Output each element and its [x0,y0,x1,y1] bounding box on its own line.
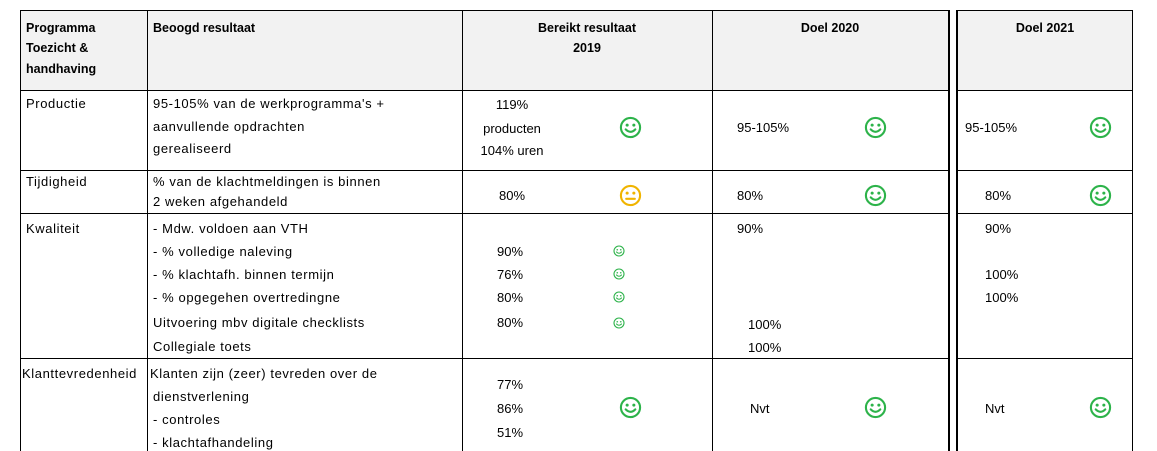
status-icon [613,268,625,280]
header-text: Doel 2020 [800,21,860,35]
col-line [948,10,950,451]
result-text: - Mdw. voldoen aan VTH [153,221,309,236]
achieved-text: 119% [495,97,529,112]
header-text: Beoogd resultaat [153,21,256,35]
achieved-text: 80% [498,188,526,203]
row-label: Tijdigheid [26,174,88,189]
col-line [956,10,958,451]
status-icon [619,184,642,207]
achieved-text: 77% [497,377,524,392]
achieved-text: 51% [497,425,524,440]
goal-text: 80% [985,188,1012,203]
status-icon [1089,184,1112,207]
achieved-text: 90% [497,244,524,259]
goal-text: 90% [737,221,764,236]
status-icon [619,116,642,139]
row-line [958,170,1132,171]
row-line [958,90,1132,91]
header-text: Bereikt resultaat [538,21,636,35]
result-text: - controles [153,412,221,427]
result-text: Collegiale toets [153,339,252,354]
col-line [20,10,21,451]
goal-text: 90% [985,221,1012,236]
status-icon [613,317,625,329]
row-line [20,10,948,11]
goal-text: Nvt [985,401,1005,416]
row-line [20,213,948,214]
status-icon [613,245,625,257]
result-text: 2 weken afgehandeld [153,194,289,209]
status-icon [613,291,625,303]
result-text: Uitvoering mbv digitale checklists [153,315,365,330]
col-line [712,10,713,451]
goal-text: 95-105% [965,120,1018,135]
result-text: - % volledige naleving [153,244,293,259]
header-text: Programma [26,21,96,35]
status-icon [1089,116,1112,139]
result-text: dienstverlening [153,389,250,404]
result-text: aanvullende opdrachten [153,119,305,134]
col-line [462,10,463,451]
result-text: Klanten zijn (zeer) tevreden over de [150,366,378,381]
goal-text: 100% [985,267,1019,282]
result-text: 95-105% van de werkprogramma's + [153,96,385,111]
header-bg [958,10,1132,90]
achieved-text: 76% [497,267,524,282]
row-line [20,170,948,171]
achieved-text: 86% [497,401,524,416]
status-icon [619,396,642,419]
goal-text: 100% [985,290,1019,305]
row-line [958,358,1132,359]
goal-text: Nvt [750,401,770,416]
goal-text: 100% [748,340,782,355]
achieved-text: 104% uren [480,143,544,158]
row-line [20,358,948,359]
achieved-text: producten [483,121,541,136]
row-label: Kwaliteit [26,221,80,236]
goal-text: 100% [748,317,782,332]
header-text: handhaving [26,62,97,76]
result-text: - % opgegehen overtredingne [153,290,341,305]
result-text: - klachtafhandeling [153,435,274,450]
goal-text: 95-105% [737,120,790,135]
status-icon [864,184,887,207]
achieved-text: 80% [497,315,524,330]
col-line [1132,10,1133,451]
header-text: Toezicht & [26,41,89,55]
status-icon [1089,396,1112,419]
header-text: Doel 2021 [1015,21,1075,35]
header-text: 2019 [573,41,601,55]
result-text: - % klachtafh. binnen termijn [153,267,335,282]
row-label: Klanttevredenheid [22,366,137,381]
status-icon [864,396,887,419]
header-bg [20,10,948,90]
status-icon [864,116,887,139]
result-text: % van de klachtmeldingen is binnen [153,174,381,189]
row-line [958,213,1132,214]
row-line [20,90,948,91]
result-text: gerealiseerd [153,141,232,156]
row-label: Productie [26,96,87,111]
achieved-text: 80% [497,290,524,305]
col-line [147,10,148,451]
goal-text: 80% [737,188,764,203]
row-line [958,10,1132,11]
